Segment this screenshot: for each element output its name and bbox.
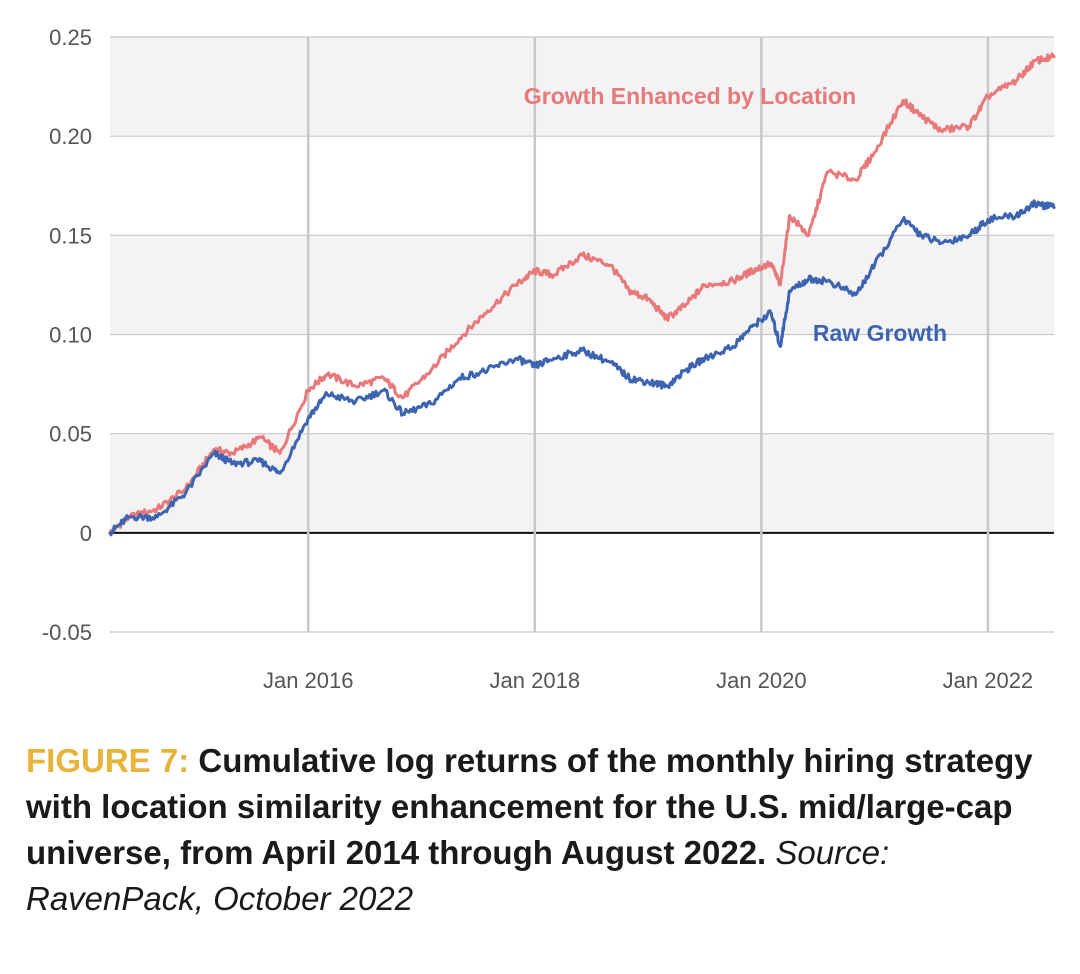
grid-band (110, 433, 1054, 533)
y-tick-label: 0.05 (49, 422, 92, 447)
figure-label: FIGURE 7: (26, 742, 190, 779)
y-tick-label: 0.20 (49, 124, 92, 149)
y-tick-label: 0.25 (49, 25, 92, 50)
figure-title: Cumulative log returns of the monthly hi… (26, 742, 1033, 871)
y-tick-label: 0 (80, 521, 92, 546)
chart-series-layer (108, 52, 1056, 537)
y-tick-label: 0.10 (49, 323, 92, 348)
x-tick-label: Jan 2020 (716, 668, 807, 693)
x-tick-label: Jan 2016 (263, 668, 354, 693)
series-line-raw-growth (108, 199, 1056, 537)
chart-gridlines (110, 36, 1054, 633)
chart-background-bands (110, 37, 1054, 533)
series-label-raw-growth: Raw Growth (813, 320, 947, 346)
chart-tick-labels: 0.25 0.20 0.15 0.10 0.05 0 -0.05 Jan 2016 Jan 20… (42, 25, 1033, 693)
series-line-growth-enhanced-by-location (108, 52, 1056, 535)
grid-band (110, 235, 1054, 335)
line-chart: 0.25 0.20 0.15 0.10 0.05 0 -0.05 Jan 2016 Jan 20… (42, 25, 1056, 693)
y-tick-label: -0.05 (42, 620, 92, 645)
x-tick-label: Jan 2018 (490, 668, 581, 693)
grid-band (110, 37, 1054, 137)
x-tick-label: Jan 2022 (943, 668, 1034, 693)
y-tick-label: 0.15 (49, 223, 92, 248)
series-label-growth-enhanced: Growth Enhanced by Location (524, 83, 856, 109)
figure-caption: FIGURE 7: Cumulative log returns of the … (26, 738, 1066, 922)
figure-source: Source: RavenPack, October 2022 (26, 834, 890, 917)
